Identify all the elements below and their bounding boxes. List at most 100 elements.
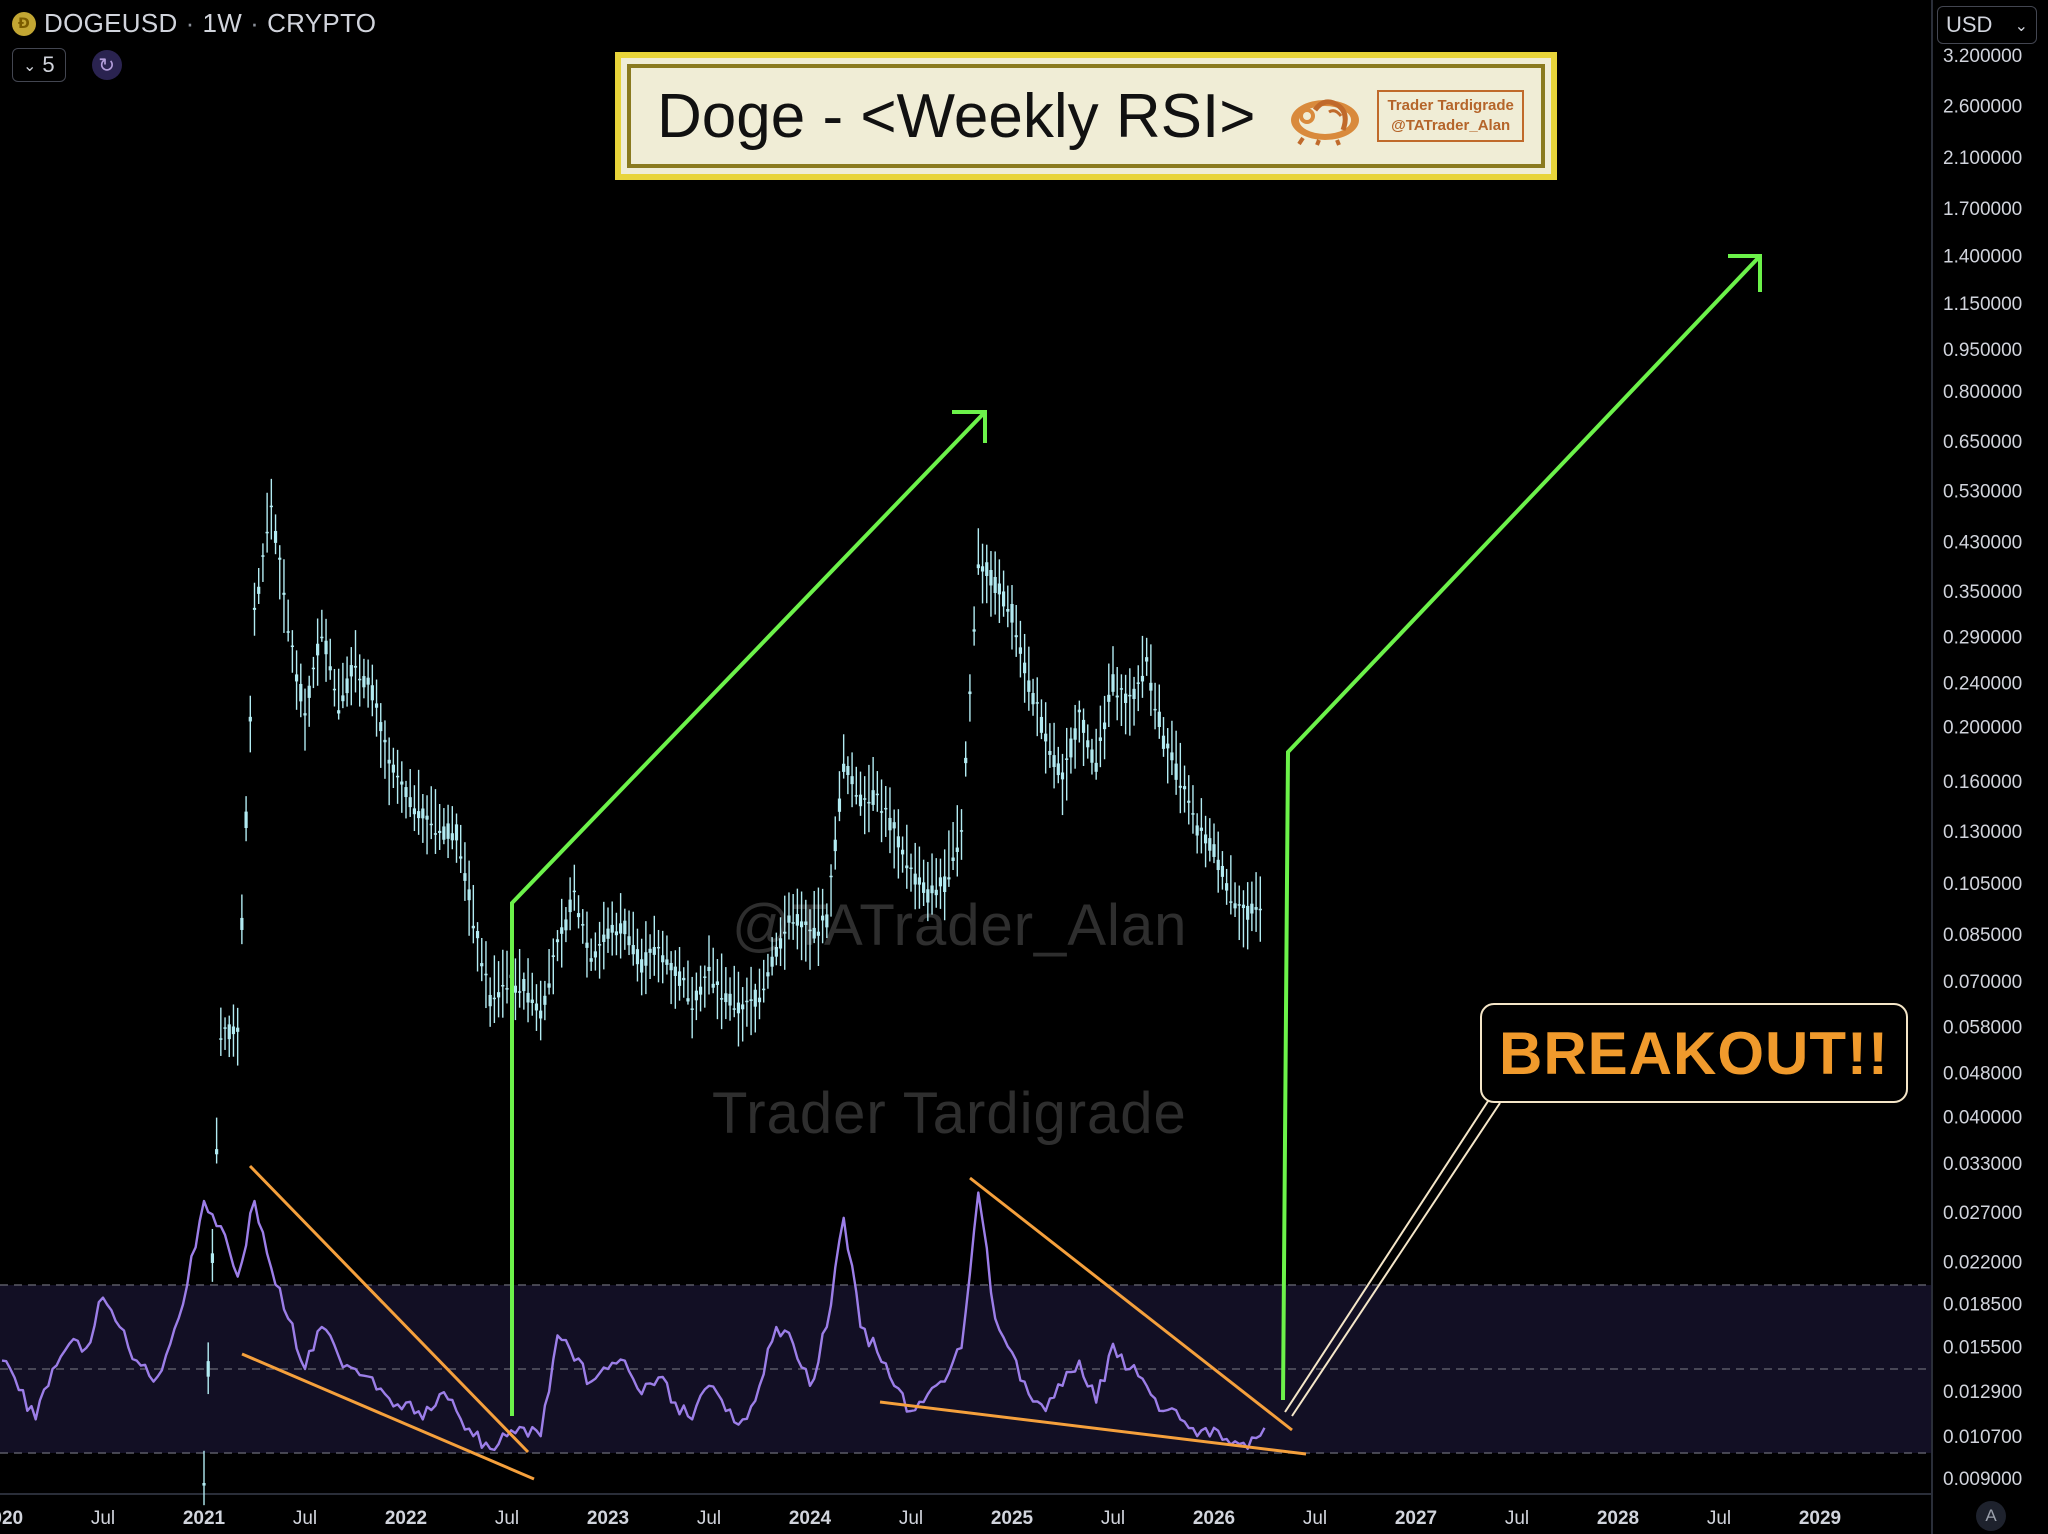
price-candle-body	[1065, 758, 1069, 760]
price-candle-body	[568, 899, 572, 913]
price-candle-body	[652, 947, 656, 955]
price-candle-body	[311, 667, 316, 670]
price-candle-body	[316, 643, 320, 656]
time-tick-label: Jul	[293, 1508, 317, 1529]
symbol-header[interactable]: Ð DOGEUSD · 1W · CRYPTO	[12, 8, 376, 39]
chart-title: Doge - <Weekly RSI>	[657, 81, 1256, 151]
price-candle-body	[1010, 603, 1014, 623]
doge-coin-icon: Ð	[12, 11, 36, 36]
price-tick-label: 0.048000	[1943, 1063, 2022, 1084]
price-candle-body	[215, 1149, 219, 1155]
price-candle-body	[1178, 785, 1182, 788]
price-candle-body	[703, 976, 707, 978]
auto-scale-button[interactable]: A	[1976, 1501, 2006, 1531]
price-candle-body	[1052, 755, 1056, 768]
price-candle-body	[1212, 844, 1216, 857]
price-candle-body	[358, 678, 362, 681]
price-candle-body	[682, 977, 686, 981]
price-candle-body	[1073, 728, 1077, 740]
price-tick-label: 0.070000	[1943, 972, 2022, 993]
price-candle-body	[1098, 737, 1102, 741]
price-tick-label: 2.600000	[1943, 96, 2022, 117]
price-candle-body	[909, 867, 913, 870]
price-tick-label: 0.018500	[1943, 1294, 2022, 1315]
price-candle-body	[993, 576, 997, 593]
price-tick-label: 0.350000	[1943, 582, 2022, 603]
price-candle-body	[896, 836, 900, 848]
price-candle-body	[959, 830, 964, 832]
price-candle-body	[539, 1010, 543, 1019]
price-candle-body	[867, 801, 871, 804]
price-tick-label: 3.200000	[1943, 46, 2022, 67]
price-candle-body	[337, 710, 341, 714]
indicators-toggle-button[interactable]: ⌄ 5	[12, 48, 66, 82]
price-candle-body	[774, 946, 778, 957]
time-tick-label: 2020	[0, 1508, 23, 1529]
price-candle-body	[602, 934, 606, 942]
price-candle-body	[1018, 647, 1023, 654]
price-candle-body	[711, 983, 715, 988]
price-candle-body	[619, 923, 623, 934]
author-name: Trader Tardigrade	[1387, 97, 1514, 114]
price-candle-body	[1014, 635, 1018, 638]
price-candle-body	[829, 875, 833, 878]
price-candle-body	[383, 739, 387, 743]
price-candle-body	[968, 691, 972, 695]
price-candle-body	[236, 1027, 240, 1032]
price-candle-body	[842, 763, 846, 772]
price-candle-body	[526, 992, 530, 1003]
currency-select[interactable]: USD ⌄	[1937, 6, 2037, 44]
arrow-head-2026	[1728, 254, 1762, 292]
price-candle-body	[362, 676, 366, 688]
price-candle-body	[1115, 695, 1119, 698]
price-candle-body	[408, 797, 412, 808]
price-candle-body	[943, 876, 947, 893]
price-candle-body	[349, 665, 353, 677]
time-tick-label: Jul	[91, 1508, 115, 1529]
price-candle-body	[273, 530, 278, 543]
price-candle-body	[471, 925, 475, 929]
price-candle-body	[1157, 711, 1161, 727]
currency-value: USD	[1946, 12, 1993, 37]
price-candle-body	[627, 936, 631, 946]
price-candle-body	[467, 889, 471, 901]
price-candle-body	[795, 914, 799, 926]
price-candle-body	[1069, 738, 1073, 758]
price-candle-body	[884, 807, 888, 810]
breakout-callout: BREAKOUT!!	[1480, 1003, 1908, 1103]
price-candle-body	[833, 839, 837, 852]
chevron-down-icon: ⌄	[23, 55, 37, 75]
price-candle-body	[488, 994, 492, 1007]
price-candle-body	[1140, 675, 1145, 682]
price-candle-body	[475, 931, 480, 939]
price-candle-body	[265, 531, 269, 534]
price-candle-body	[837, 798, 842, 812]
price-candle-body	[1035, 702, 1039, 704]
price-candle-body	[421, 808, 425, 819]
price-candle-body	[648, 948, 652, 953]
price-candle-body	[294, 674, 299, 682]
rsi-trendline	[969, 1176, 1293, 1432]
price-candle-body	[290, 645, 294, 648]
price-tick-label: 0.650000	[1943, 432, 2022, 453]
price-candle-body	[450, 833, 454, 841]
price-candle-body	[1145, 657, 1149, 662]
sync-icon[interactable]: ↻	[91, 50, 122, 80]
price-tick-label: 0.950000	[1943, 340, 2022, 361]
price-candle-body	[593, 951, 597, 958]
price-candle-body	[1090, 749, 1094, 763]
price-candle-body	[922, 882, 926, 893]
price-candle-body	[210, 1253, 215, 1263]
price-candle-body	[879, 811, 884, 813]
price-candle-body	[387, 759, 391, 764]
price-candle-body	[551, 955, 555, 957]
time-tick-label: 2026	[1193, 1508, 1235, 1529]
price-candle-body	[980, 566, 985, 572]
price-tick-label: 0.040000	[1943, 1108, 2022, 1129]
chart-title-banner: Doge - <Weekly RSI> Trader Tardigrade @T…	[615, 52, 1557, 180]
price-candle-body	[1208, 838, 1212, 851]
price-candle-body	[673, 966, 677, 976]
price-candle-body	[324, 640, 328, 655]
price-candle-body	[799, 921, 804, 928]
